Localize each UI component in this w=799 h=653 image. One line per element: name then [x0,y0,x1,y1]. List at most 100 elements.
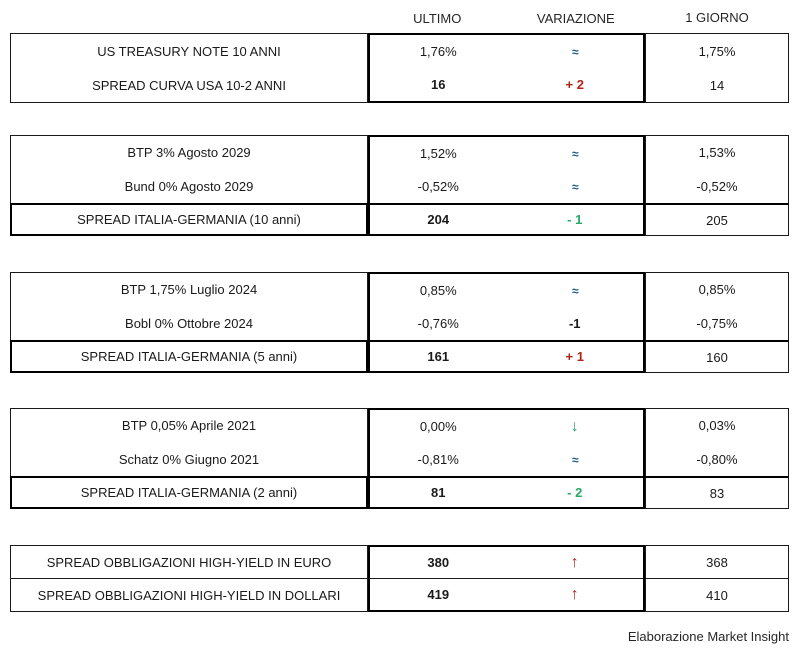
header-1giorno: 1 GIORNO [685,10,749,25]
ultimo-value: 0,00% [419,419,457,434]
variazione-value: -1 [568,316,581,331]
arrow-down-icon: ↓ [570,417,579,435]
variazione-value: - 1 [567,212,583,227]
variazione-flat-indicator: ≈ [571,179,579,194]
giorno-value: 1,53% [698,145,736,161]
spread-label: SPREAD ITALIA-GERMANIA (10 anni) [77,212,301,227]
spread-values: 81 - 2 [368,476,645,509]
ultimo-value: -0,76% [417,316,459,331]
variazione-flat-indicator: ≈ [571,44,579,59]
giorno-value: 14 [709,77,725,93]
header-right: 1 GIORNO [645,9,789,27]
high-yield-values: 380 ↑ 419 ↑ [368,545,645,612]
giorno-value: 1,75% [698,43,736,59]
value-row: -0,76% -1 [370,307,643,340]
table-high-yield: SPREAD OBBLIGAZIONI HIGH-YIELD IN EURO S… [10,545,789,612]
row-label: US TREASURY NOTE 10 ANNI [97,43,281,59]
value-row: 0,85% ≈ [370,274,643,307]
row-label: Bund 0% Agosto 2029 [124,178,254,194]
spread-1giorno: 205 [645,203,789,236]
giorno-value: -0,80% [696,451,738,467]
value-row: -0,52% ≈ [370,170,643,203]
arrow-up-icon: ↑ [570,553,579,571]
value-row: 419 ↑ [370,578,643,610]
value-row: 0,00% ↓ [370,410,643,443]
ultimo-value: 1,76% [419,44,457,59]
value-row: 16 + 2 [370,68,643,101]
ultimo-value: -0,52% [417,179,459,194]
value-row: 1,76% ≈ [370,35,643,68]
ultimo-value: -0,81% [417,452,459,467]
row-label: Schatz 0% Giugno 2021 [118,451,260,467]
us-treasury-1giorno: 1,75% 14 [645,33,789,103]
spread-row-ger5: SPREAD ITALIA-GERMANIA (5 anni) 161 + 1 … [10,340,789,373]
ultimo-value: 0,85% [419,283,457,298]
giorno-value: 83 [709,485,725,501]
ger10-1giorno: 1,53% -0,52% [645,135,789,203]
ultimo-value: 204 [427,212,450,227]
variazione-value: - 2 [567,485,583,500]
ger2-1giorno: 0,03% -0,80% [645,408,789,476]
ger10-values: 1,52% ≈ -0,52% ≈ [368,135,645,203]
spread-values: 204 - 1 [368,203,645,236]
us-treasury-labels: US TREASURY NOTE 10 ANNI SPREAD CURVA US… [10,33,368,103]
giorno-value: 368 [706,554,728,570]
column-headers: ULTIMO VARIAZIONE 1 GIORNO [10,8,789,28]
giorno-value: 0,85% [698,282,736,298]
row-label: SPREAD OBBLIGAZIONI HIGH-YIELD IN DOLLAR… [11,578,367,611]
ger5-1giorno: 0,85% -0,75% [645,272,789,340]
giorno-value: 0,03% [698,418,736,434]
row-label: SPREAD OBBLIGAZIONI HIGH-YIELD IN EURO [46,554,332,570]
row-label: Bobl 0% Ottobre 2024 [125,315,253,331]
ger5-values: 0,85% ≈ -0,76% -1 [368,272,645,340]
ultimo-value: 16 [431,77,446,92]
variazione-flat-indicator: ≈ [571,452,579,467]
us-treasury-values: 1,76% ≈ 16 + 2 [368,33,645,103]
spread-row-ger10: SPREAD ITALIA-GERMANIA (10 anni) 204 - 1… [10,203,789,236]
giorno-value: 205 [706,212,728,228]
row-label: SPREAD CURVA USA 10-2 ANNI [92,77,286,93]
variazione-value: + 2 [565,77,584,92]
table-ger5-bonds: BTP 1,75% Luglio 2024 Bobl 0% Ottobre 20… [10,272,789,340]
source-credit: Elaborazione Market Insight [627,629,789,644]
variazione-value: + 1 [565,349,584,364]
table-ger2-bonds: BTP 0,05% Aprile 2021 Schatz 0% Giugno 2… [10,408,789,476]
spread-label-box: SPREAD ITALIA-GERMANIA (5 anni) [10,340,368,373]
spread-values: 161 + 1 [368,340,645,373]
bond-spread-report: ULTIMO VARIAZIONE 1 GIORNO US TREASURY N… [10,8,789,644]
spread-label-box: SPREAD ITALIA-GERMANIA (2 anni) [10,476,368,509]
row-label: BTP 3% Agosto 2029 [127,145,251,161]
ger2-values: 0,00% ↓ -0,81% ≈ [368,408,645,476]
value-row: 161 + 1 [370,342,643,371]
ger2-labels: BTP 0,05% Aprile 2021 Schatz 0% Giugno 2… [10,408,368,476]
spread-label-box: SPREAD ITALIA-GERMANIA (10 anni) [10,203,368,236]
ultimo-value: 1,52% [419,146,457,161]
variazione-flat-indicator: ≈ [571,283,579,298]
spread-1giorno: 83 [645,476,789,509]
ger5-labels: BTP 1,75% Luglio 2024 Bobl 0% Ottobre 20… [10,272,368,340]
giorno-value: 160 [706,349,728,365]
ultimo-value: 81 [431,485,446,500]
spread-label: SPREAD ITALIA-GERMANIA (5 anni) [80,349,298,364]
high-yield-1giorno: 368 410 [645,545,789,612]
ultimo-value: 380 [427,555,450,570]
value-row: 204 - 1 [370,205,643,234]
arrow-up-icon: ↑ [570,585,579,603]
row-label: BTP 1,75% Luglio 2024 [120,282,258,298]
giorno-value: -0,75% [696,315,738,331]
value-row: 1,52% ≈ [370,137,643,170]
giorno-value: 410 [646,578,788,611]
header-ultimo: ULTIMO [413,10,462,26]
ultimo-value: 419 [427,587,450,602]
spread-1giorno: 160 [645,340,789,373]
header-variazione: VARIAZIONE [536,10,615,26]
value-row: 81 - 2 [370,478,643,507]
giorno-value: -0,52% [696,178,738,194]
spread-row-ger2: SPREAD ITALIA-GERMANIA (2 anni) 81 - 2 8… [10,476,789,509]
ger10-labels: BTP 3% Agosto 2029 Bund 0% Agosto 2029 [10,135,368,203]
table-ger10-bonds: BTP 3% Agosto 2029 Bund 0% Agosto 2029 1… [10,135,789,203]
ultimo-value: 161 [427,349,450,364]
header-mid: ULTIMO VARIAZIONE [368,11,645,26]
high-yield-labels: SPREAD OBBLIGAZIONI HIGH-YIELD IN EURO S… [10,545,368,612]
table-us-treasury: US TREASURY NOTE 10 ANNI SPREAD CURVA US… [10,33,789,103]
